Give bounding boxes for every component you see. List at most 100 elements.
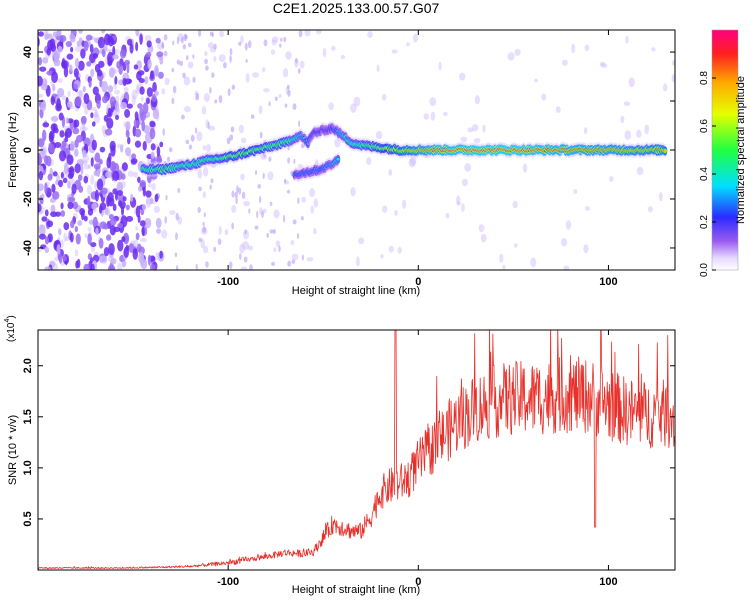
noise-blob: [152, 81, 157, 93]
noise-blob: [80, 48, 86, 59]
noise-blob: [92, 86, 99, 96]
noise-haze: [84, 233, 88, 239]
noise-haze: [474, 95, 481, 105]
noise-blob: [38, 171, 44, 181]
noise-haze: [144, 34, 152, 42]
noise-blob: [139, 33, 143, 45]
noise-haze: [38, 93, 44, 98]
y-tick-label: 40: [22, 46, 34, 58]
noise-haze: [397, 246, 402, 254]
noise-blob: [141, 226, 145, 237]
noise-blob: [149, 120, 155, 128]
noise-speck: [284, 103, 288, 108]
noise-haze: [201, 105, 207, 115]
noise-blob: [77, 174, 83, 181]
noise-blob: [50, 211, 58, 218]
noise-blob: [46, 220, 54, 228]
noise-blob: [126, 103, 133, 109]
noise-blob: [58, 112, 64, 121]
noise-haze: [430, 111, 436, 121]
noise-speck: [244, 42, 248, 51]
noise-speck: [231, 222, 235, 230]
colorbar-tick-label: 0.0: [699, 263, 710, 277]
noise-blob: [137, 185, 143, 192]
noise-blob: [141, 120, 146, 132]
noise-haze: [522, 163, 528, 173]
noise-blob: [146, 40, 152, 48]
noise-blob: [141, 203, 147, 211]
noise-speck: [213, 246, 217, 253]
noise-speck: [164, 216, 167, 224]
noise-haze: [90, 245, 95, 253]
noise-haze: [445, 212, 450, 219]
colorbar-tick-label: 0.2: [699, 215, 710, 229]
y-tick-label: -20: [22, 191, 34, 207]
noise-blob: [108, 243, 115, 256]
noise-speck: [245, 58, 248, 63]
colorbar-tick-label: 0.8: [699, 71, 710, 85]
noise-blob: [91, 121, 96, 127]
noise-blob: [42, 122, 50, 128]
noise-haze: [555, 106, 561, 113]
noise-blob: [153, 64, 159, 77]
noise-haze: [240, 173, 245, 181]
noise-blob: [97, 36, 106, 49]
noise-blob: [44, 33, 48, 41]
noise-blob: [56, 243, 61, 255]
noise-blob: [150, 143, 156, 151]
noise-haze: [57, 78, 63, 83]
noise-blob: [69, 232, 74, 243]
noise-speck: [161, 43, 165, 49]
noise-blob: [112, 203, 117, 212]
noise-speck: [181, 36, 184, 44]
noise-speck: [291, 259, 296, 264]
noise-blob: [52, 31, 58, 38]
noise-speck: [165, 194, 168, 201]
noise-blob: [119, 49, 127, 59]
noise-blob: [44, 155, 49, 166]
noise-haze: [499, 253, 504, 263]
noise-blob: [146, 172, 152, 184]
noise-speck: [280, 37, 283, 42]
noise-speck: [162, 128, 165, 136]
noise-speck: [188, 144, 193, 150]
snr-multiplier-close: ): [6, 315, 17, 318]
svg-text:(x104): (x104): [4, 315, 17, 342]
noise-blob: [155, 217, 162, 229]
noise-blob: [68, 196, 76, 203]
noise-haze: [187, 61, 194, 69]
noise-blob: [41, 129, 47, 142]
noise-blob: [130, 193, 134, 202]
noise-blob: [65, 40, 73, 48]
noise-speck: [297, 67, 301, 74]
noise-blob: [122, 77, 127, 87]
noise-blob: [135, 232, 140, 241]
noise-blob: [38, 233, 46, 240]
noise-haze: [662, 83, 668, 92]
noise-blob: [106, 156, 111, 169]
noise-blob: [140, 255, 145, 267]
noise-haze: [573, 189, 578, 194]
noise-haze: [381, 93, 387, 101]
noise-blob: [125, 147, 132, 157]
noise-blob: [137, 103, 143, 109]
branch-core: [336, 157, 340, 161]
noise-blob: [118, 64, 123, 75]
noise-blob: [60, 171, 64, 179]
noise-blob: [59, 34, 67, 43]
noise-blob: [122, 196, 127, 202]
noise-haze: [651, 47, 656, 52]
noise-blob: [106, 195, 110, 208]
noise-speck: [236, 185, 239, 194]
noise-blob: [87, 195, 91, 206]
noise-blob: [146, 97, 150, 105]
noise-blob: [74, 226, 78, 233]
noise-speck: [254, 225, 259, 230]
noise-blob: [151, 93, 157, 103]
noise-haze: [151, 182, 156, 191]
noise-blob: [62, 255, 68, 262]
noise-blob: [63, 65, 69, 78]
noise-blob: [53, 58, 61, 67]
noise-speck: [231, 84, 236, 90]
noise-haze: [472, 124, 479, 132]
